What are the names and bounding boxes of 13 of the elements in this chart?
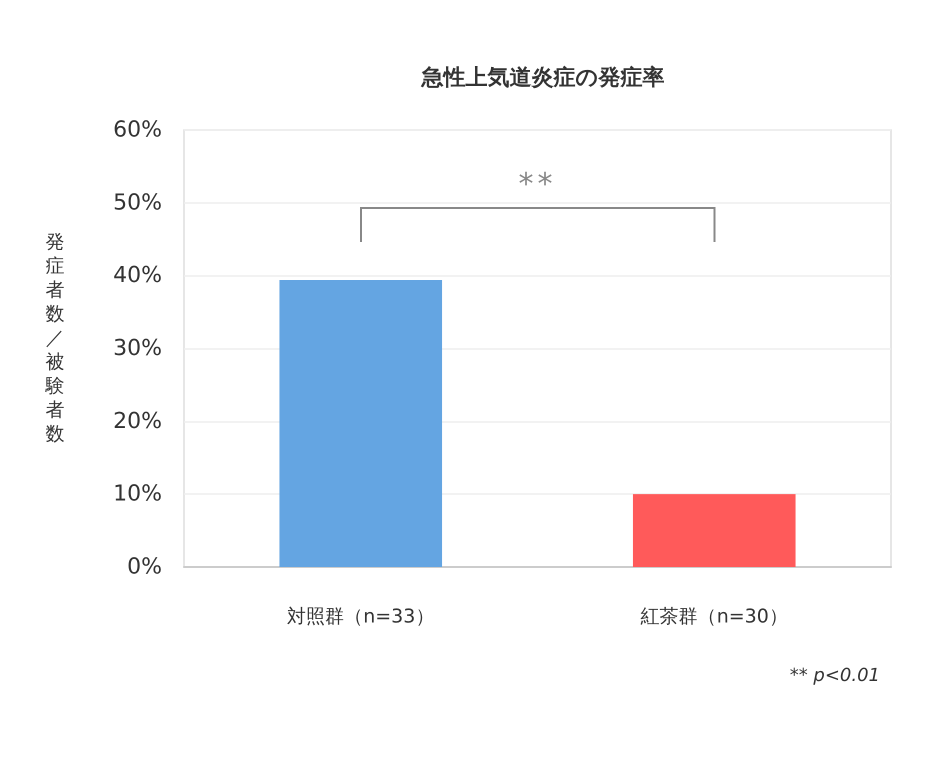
y-tick-label: 50% [113, 190, 162, 216]
y-tick-label: 40% [113, 263, 162, 288]
y-tick-label: 10% [113, 482, 162, 507]
y-tick-label: 0% [127, 554, 162, 580]
x-tick-label: 紅茶群（n=30） [640, 606, 788, 628]
y-tick-label: 20% [113, 408, 162, 434]
text: ** p<0.01 [790, 665, 880, 686]
text: 発症者数／被験者数 [46, 231, 64, 445]
y-tick-label: 30% [113, 336, 162, 361]
y-tick-label: 60% [113, 118, 162, 142]
annotation: ** [518, 167, 556, 202]
x-tick-label: 対照群（n=33） [287, 606, 434, 628]
chart-title: 急性上気道炎症の発症率 [420, 64, 664, 90]
